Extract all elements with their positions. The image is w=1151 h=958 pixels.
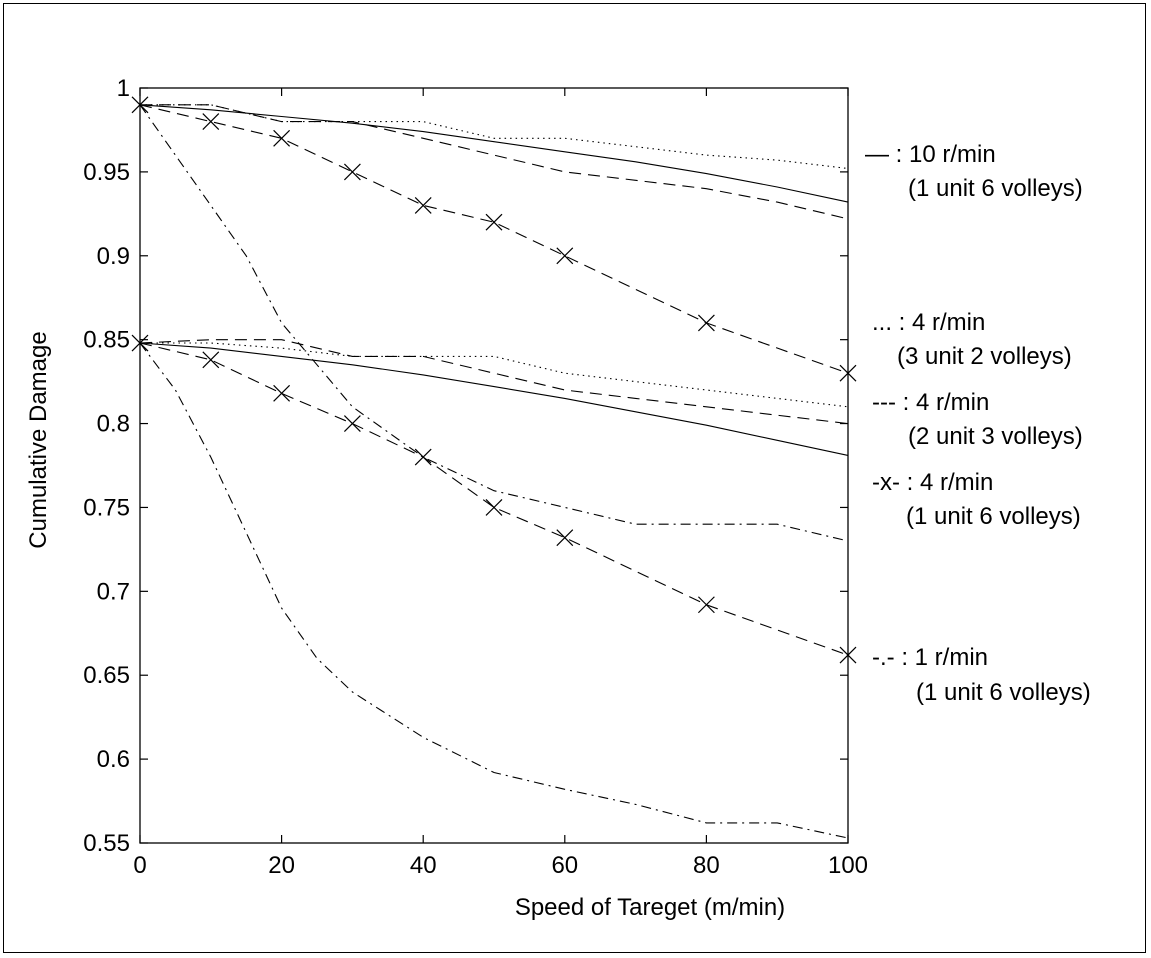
x-marker-stroke [202, 351, 220, 369]
legend-line2: (2 unit 3 volleys) [908, 423, 1083, 450]
figure-frame [3, 3, 1146, 953]
x-marker [343, 415, 361, 432]
x-marker-stroke [485, 213, 503, 231]
series-line [139, 104, 849, 374]
legend-entry: --- : 4 r/min (2 unit 3 volleys) [872, 389, 1083, 450]
y-tick-label: 0.85 [83, 327, 130, 354]
series-line [139, 104, 849, 542]
legend-line1: --- : 4 r/min [872, 389, 989, 416]
series-7-lower-dashed [139, 339, 849, 425]
x-marker [273, 384, 291, 402]
y-tick-label: 0.75 [83, 494, 130, 521]
x-tick-label: 80 [693, 852, 720, 879]
x-tick-label: 60 [551, 852, 578, 879]
x-marker-stroke [697, 596, 715, 614]
y-tick-label: 0.8 [97, 411, 130, 438]
x-marker-stroke [697, 314, 715, 332]
x-marker [697, 314, 715, 332]
plot-border [139, 87, 849, 844]
x-marker-stroke [556, 529, 574, 547]
x-tick-label: 100 [828, 852, 868, 879]
x-marker-stroke [839, 646, 857, 664]
series-8-lower-dashed-x [131, 334, 857, 664]
x-marker [697, 596, 715, 614]
x-marker [839, 646, 857, 664]
x-marker [556, 529, 574, 547]
x-marker [131, 96, 149, 114]
x-marker [202, 113, 220, 130]
y-tick-label: 0.7 [97, 578, 130, 605]
legend: — : 10 r/min (1 unit 6 volleys) ... : 4 r/… [865, 141, 1091, 706]
axes: 0 20 40 60 80 100 0.55 0.6 0.65 0.7 0.75 0.8 0.85 0.9… [83, 75, 868, 879]
legend-entry: -x- : 4 r/min (1 unit 6 volleys) [872, 469, 1081, 530]
series-line [139, 342, 849, 656]
x-marker [839, 364, 857, 382]
x-marker [485, 213, 503, 231]
x-marker [202, 351, 220, 369]
x-marker-stroke [343, 415, 361, 432]
legend-line1: -.- : 1 r/min [872, 644, 988, 671]
legend-line1: -x- : 4 r/min [872, 469, 993, 496]
legend-line2: (3 unit 2 volleys) [897, 343, 1072, 370]
legend-line2: (1 unit 6 volleys) [906, 503, 1081, 530]
x-marker [414, 197, 432, 214]
y-tick-label: 1 [117, 75, 130, 102]
legend-line2: (1 unit 6 volleys) [908, 175, 1083, 202]
x-tick-label: 40 [410, 852, 437, 879]
series-line [140, 104, 849, 220]
x-marker-stroke [202, 113, 220, 130]
x-marker-stroke [485, 499, 503, 516]
x-marker-stroke [414, 197, 432, 214]
y-tick-label: 0.9 [97, 243, 130, 270]
x-tick-label: 0 [133, 852, 146, 879]
x-marker-stroke [273, 129, 291, 147]
legend-entry: -.- : 1 r/min (1 unit 6 volleys) [872, 644, 1091, 706]
x-marker-stroke [414, 448, 432, 466]
series-9-lower-dashdot [139, 342, 849, 839]
series-line [139, 104, 849, 203]
x-marker-stroke [273, 384, 291, 402]
legend-entry: ... : 4 r/min (3 unit 2 volleys) [872, 309, 1072, 370]
series-5-lower-solid [139, 342, 849, 456]
x-marker [556, 247, 574, 265]
x-marker-stroke [556, 247, 574, 265]
legend-entry: — : 10 r/min (1 unit 6 volleys) [865, 141, 1083, 202]
y-tick-label: 0.65 [83, 662, 130, 689]
x-tick-label: 20 [268, 852, 295, 879]
series-layer [131, 96, 857, 839]
legend-line1: — : 10 r/min [865, 141, 996, 168]
series-line [139, 339, 849, 425]
series-2-upper-dashed [140, 104, 849, 220]
series-1-upper-dotted [140, 104, 849, 170]
x-marker-stroke [343, 163, 361, 181]
x-marker-stroke [839, 364, 857, 382]
legend-line2: (1 unit 6 volleys) [916, 679, 1091, 706]
series-4-upper-dashdot [139, 104, 849, 542]
legend-line1: ... : 4 r/min [872, 309, 985, 336]
y-tick-label: 0.55 [83, 830, 130, 857]
x-marker [485, 499, 503, 516]
series-line [139, 342, 849, 456]
y-axis-title: Cumulative Damage [25, 331, 52, 548]
y-tick-label: 0.6 [97, 746, 130, 773]
series-0-upper-solid [139, 104, 849, 203]
y-tick-label: 0.95 [83, 159, 130, 186]
series-line [139, 342, 849, 839]
plot-area [139, 87, 849, 844]
x-marker [343, 163, 361, 181]
x-marker-stroke [131, 96, 149, 114]
series-3-upper-dashed-x [131, 96, 857, 382]
x-axis-title: Speed of Tareget (m/min) [515, 894, 785, 921]
series-line [140, 104, 849, 170]
x-marker [414, 448, 432, 466]
x-marker [273, 129, 291, 147]
